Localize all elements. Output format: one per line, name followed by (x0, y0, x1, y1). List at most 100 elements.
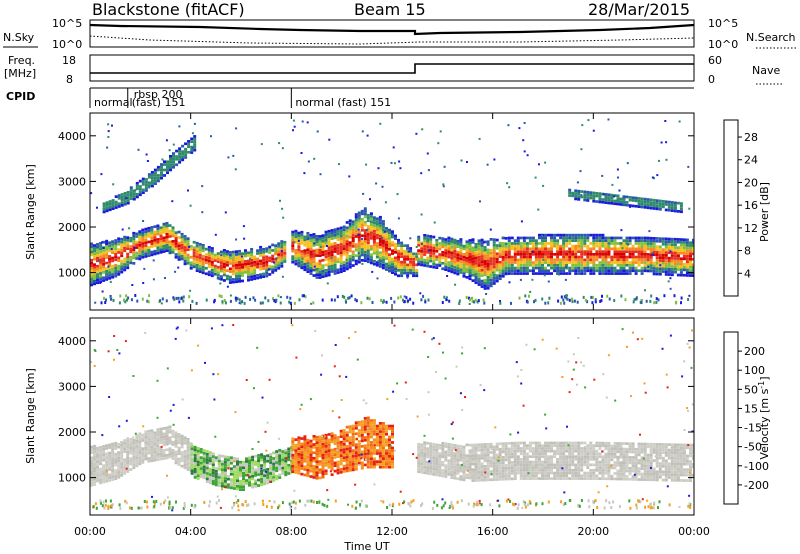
heatmap-cell (604, 250, 608, 253)
heatmap-cell (309, 450, 313, 454)
heatmap-cell (486, 243, 490, 246)
heatmap-cell (589, 272, 593, 275)
heatmap-cell (351, 463, 355, 466)
heatmap-cell (324, 252, 328, 256)
heatmap-cell (381, 252, 385, 256)
scatter-point (101, 241, 103, 244)
scatter-point (96, 206, 98, 209)
heatmap-cell (534, 466, 538, 469)
heatmap-cell (153, 445, 157, 448)
heatmap-cell (604, 195, 608, 199)
heatmap-cell (432, 453, 436, 457)
heatmap-cell (676, 210, 680, 213)
heatmap-cell (568, 191, 572, 195)
heatmap-cell (426, 261, 430, 265)
heatmap-cell (303, 438, 307, 441)
heatmap-cell (108, 479, 112, 482)
heatmap-cell (232, 476, 236, 479)
heatmap-cell (513, 261, 517, 264)
heatmap-cell (435, 454, 439, 458)
heatmap-cell (330, 231, 334, 235)
heatmap-cell (432, 464, 436, 468)
heatmap-cell (266, 454, 270, 457)
heatmap-cell (231, 278, 235, 281)
heatmap-cell (474, 262, 478, 265)
heatmap-cell (372, 249, 376, 252)
heatmap-cell (269, 472, 273, 475)
heatmap-cell (510, 441, 514, 445)
heatmap-cell (504, 455, 508, 459)
heatmap-cell (468, 258, 472, 261)
heatmap-cell (150, 429, 154, 432)
heatmap-cell (375, 432, 379, 436)
heatmap-cell (601, 258, 605, 262)
heatmap-cell (604, 193, 608, 196)
heatmap-cell (673, 206, 677, 210)
heatmap-cell (351, 245, 355, 248)
heatmap-cell (315, 265, 319, 268)
heatmap-cell (510, 242, 514, 245)
heatmap-cell (646, 264, 650, 267)
heatmap-cell (501, 475, 505, 478)
heatmap-cell (447, 250, 451, 253)
heatmap-cell (586, 266, 590, 270)
heatmap-cell (278, 465, 282, 468)
heatmap-cell (462, 473, 466, 476)
heatmap-cell (679, 271, 683, 274)
heatmap-cell (465, 276, 469, 279)
heatmap-cell (531, 242, 535, 245)
heatmap-cell (277, 266, 281, 270)
heatmap-cell (519, 236, 523, 240)
heatmap-cell (441, 237, 445, 240)
heatmap-cell (513, 244, 517, 248)
near-range-point (565, 294, 568, 298)
heatmap-cell (120, 193, 124, 196)
heatmap-cell (589, 191, 593, 194)
heatmap-cell (598, 242, 602, 245)
heatmap-cell (241, 274, 244, 277)
heatmap-cell (471, 443, 475, 447)
heatmap-cell (459, 249, 463, 252)
heatmap-cell (480, 260, 484, 264)
heatmap-cell (441, 253, 445, 257)
heatmap-cell (141, 247, 145, 251)
heatmap-cell (369, 234, 373, 237)
heatmap-cell (480, 470, 484, 474)
heatmap-cell (202, 473, 206, 477)
heatmap-cell (586, 239, 590, 242)
heatmap-cell (147, 429, 151, 433)
heatmap-cell (673, 254, 677, 258)
heatmap-cell (369, 217, 373, 221)
heatmap-cell (679, 238, 683, 241)
heatmap-cell (303, 241, 307, 244)
heatmap-cell (685, 260, 689, 264)
heatmap-cell (186, 443, 190, 447)
heatmap-cell (223, 480, 227, 483)
heatmap-cell (250, 272, 254, 276)
near-range-point (347, 296, 350, 300)
heatmap-cell (138, 462, 142, 466)
heatmap-cell (689, 241, 692, 245)
heatmap-cell (474, 248, 478, 252)
heatmap-cell (259, 251, 263, 255)
heatmap-cell (438, 255, 442, 259)
scatter-point (529, 290, 532, 293)
heatmap-cell (245, 471, 248, 474)
heatmap-cell (96, 452, 99, 455)
heatmap-cell (220, 465, 224, 469)
heatmap-cell (550, 258, 553, 262)
heatmap-cell (477, 258, 481, 262)
heatmap-cell (174, 434, 178, 437)
heatmap-cell (531, 266, 535, 270)
heatmap-cell (247, 265, 250, 268)
heatmap-cell (510, 461, 514, 464)
heatmap-cell (453, 260, 457, 264)
heatmap-cell (640, 261, 644, 264)
heatmap-cell (486, 467, 490, 471)
heatmap-cell (321, 464, 325, 468)
scatter-point (406, 276, 409, 279)
heatmap-cell (208, 473, 212, 476)
heatmap-cell (510, 266, 514, 270)
heatmap-cell (111, 448, 115, 451)
scatter-point (109, 280, 112, 283)
